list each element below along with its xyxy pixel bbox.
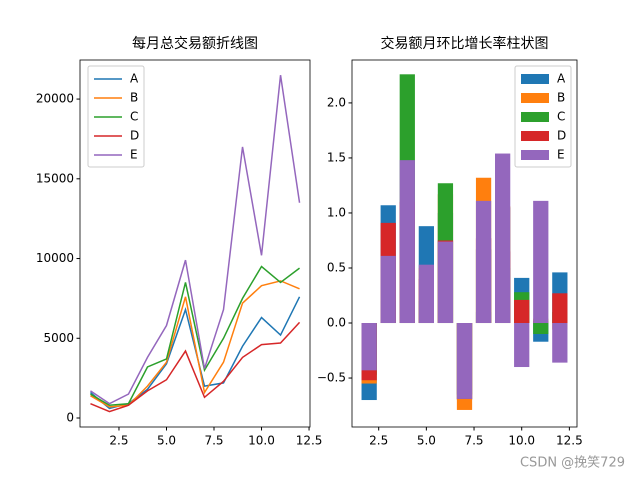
bar — [533, 323, 549, 335]
bar — [514, 299, 530, 324]
y-tick-label: 1.5 — [327, 150, 346, 164]
watermark: CSDN @挽笑729 — [520, 455, 625, 471]
y-tick-label: 5000 — [43, 331, 74, 345]
y-tick-label: 0.5 — [327, 260, 346, 274]
line — [90, 75, 301, 405]
y-tick-label: 0.0 — [327, 316, 346, 330]
axes-frame — [79, 59, 311, 428]
bar — [514, 323, 530, 368]
legend-label: D — [130, 129, 139, 143]
bar — [418, 264, 434, 324]
line — [90, 265, 300, 407]
legend-swatch — [521, 93, 549, 103]
bar — [475, 200, 492, 324]
y-tick-label: −0.5 — [317, 371, 346, 385]
y-tick-label: 2.0 — [327, 95, 346, 109]
legend-swatch — [521, 150, 549, 160]
x-tick-label: 5.0 — [417, 434, 436, 448]
legend-label: A — [130, 72, 139, 86]
legend-label: C — [130, 110, 138, 124]
legend-label: E — [557, 148, 565, 162]
legend-label: B — [130, 91, 138, 105]
bar — [552, 293, 568, 324]
x-tick-label: 2.5 — [369, 434, 388, 448]
axes-frame — [351, 59, 578, 428]
x-tick-label: 10.0 — [508, 434, 535, 448]
x-tick-label: 7.5 — [464, 434, 483, 448]
legend-label: B — [557, 91, 565, 105]
bar — [361, 323, 377, 371]
x-tick-label: 12.5 — [296, 434, 323, 448]
x-tick-label: 2.5 — [109, 434, 128, 448]
y-tick-label: 15000 — [36, 171, 74, 185]
legend-swatch — [521, 131, 549, 141]
line — [90, 321, 301, 413]
x-tick-label: 5.0 — [157, 434, 176, 448]
y-tick-label: 20000 — [36, 92, 74, 106]
chart-title: 每月总交易额折线图 — [132, 35, 258, 52]
bar — [380, 255, 396, 324]
x-tick-label: 12.5 — [556, 434, 583, 448]
legend-label: A — [557, 72, 566, 86]
x-tick-label: 7.5 — [204, 434, 223, 448]
legend-label: C — [557, 110, 565, 124]
y-tick-label: 1.0 — [327, 205, 346, 219]
legend-swatch — [521, 74, 549, 84]
y-tick-label: 10000 — [36, 251, 74, 265]
bar — [552, 323, 568, 363]
legend-label: D — [557, 129, 566, 143]
legend-swatch — [521, 112, 549, 122]
bar — [399, 160, 415, 324]
bar — [533, 200, 549, 324]
bar — [437, 241, 454, 324]
chart-title: 交易额月环比增长率柱状图 — [381, 35, 549, 52]
x-tick-label: 10.0 — [248, 434, 275, 448]
line — [90, 280, 300, 408]
y-tick-label: 0 — [66, 411, 74, 425]
legend-label: E — [130, 148, 138, 162]
bar — [495, 153, 511, 324]
bar — [456, 323, 473, 399]
